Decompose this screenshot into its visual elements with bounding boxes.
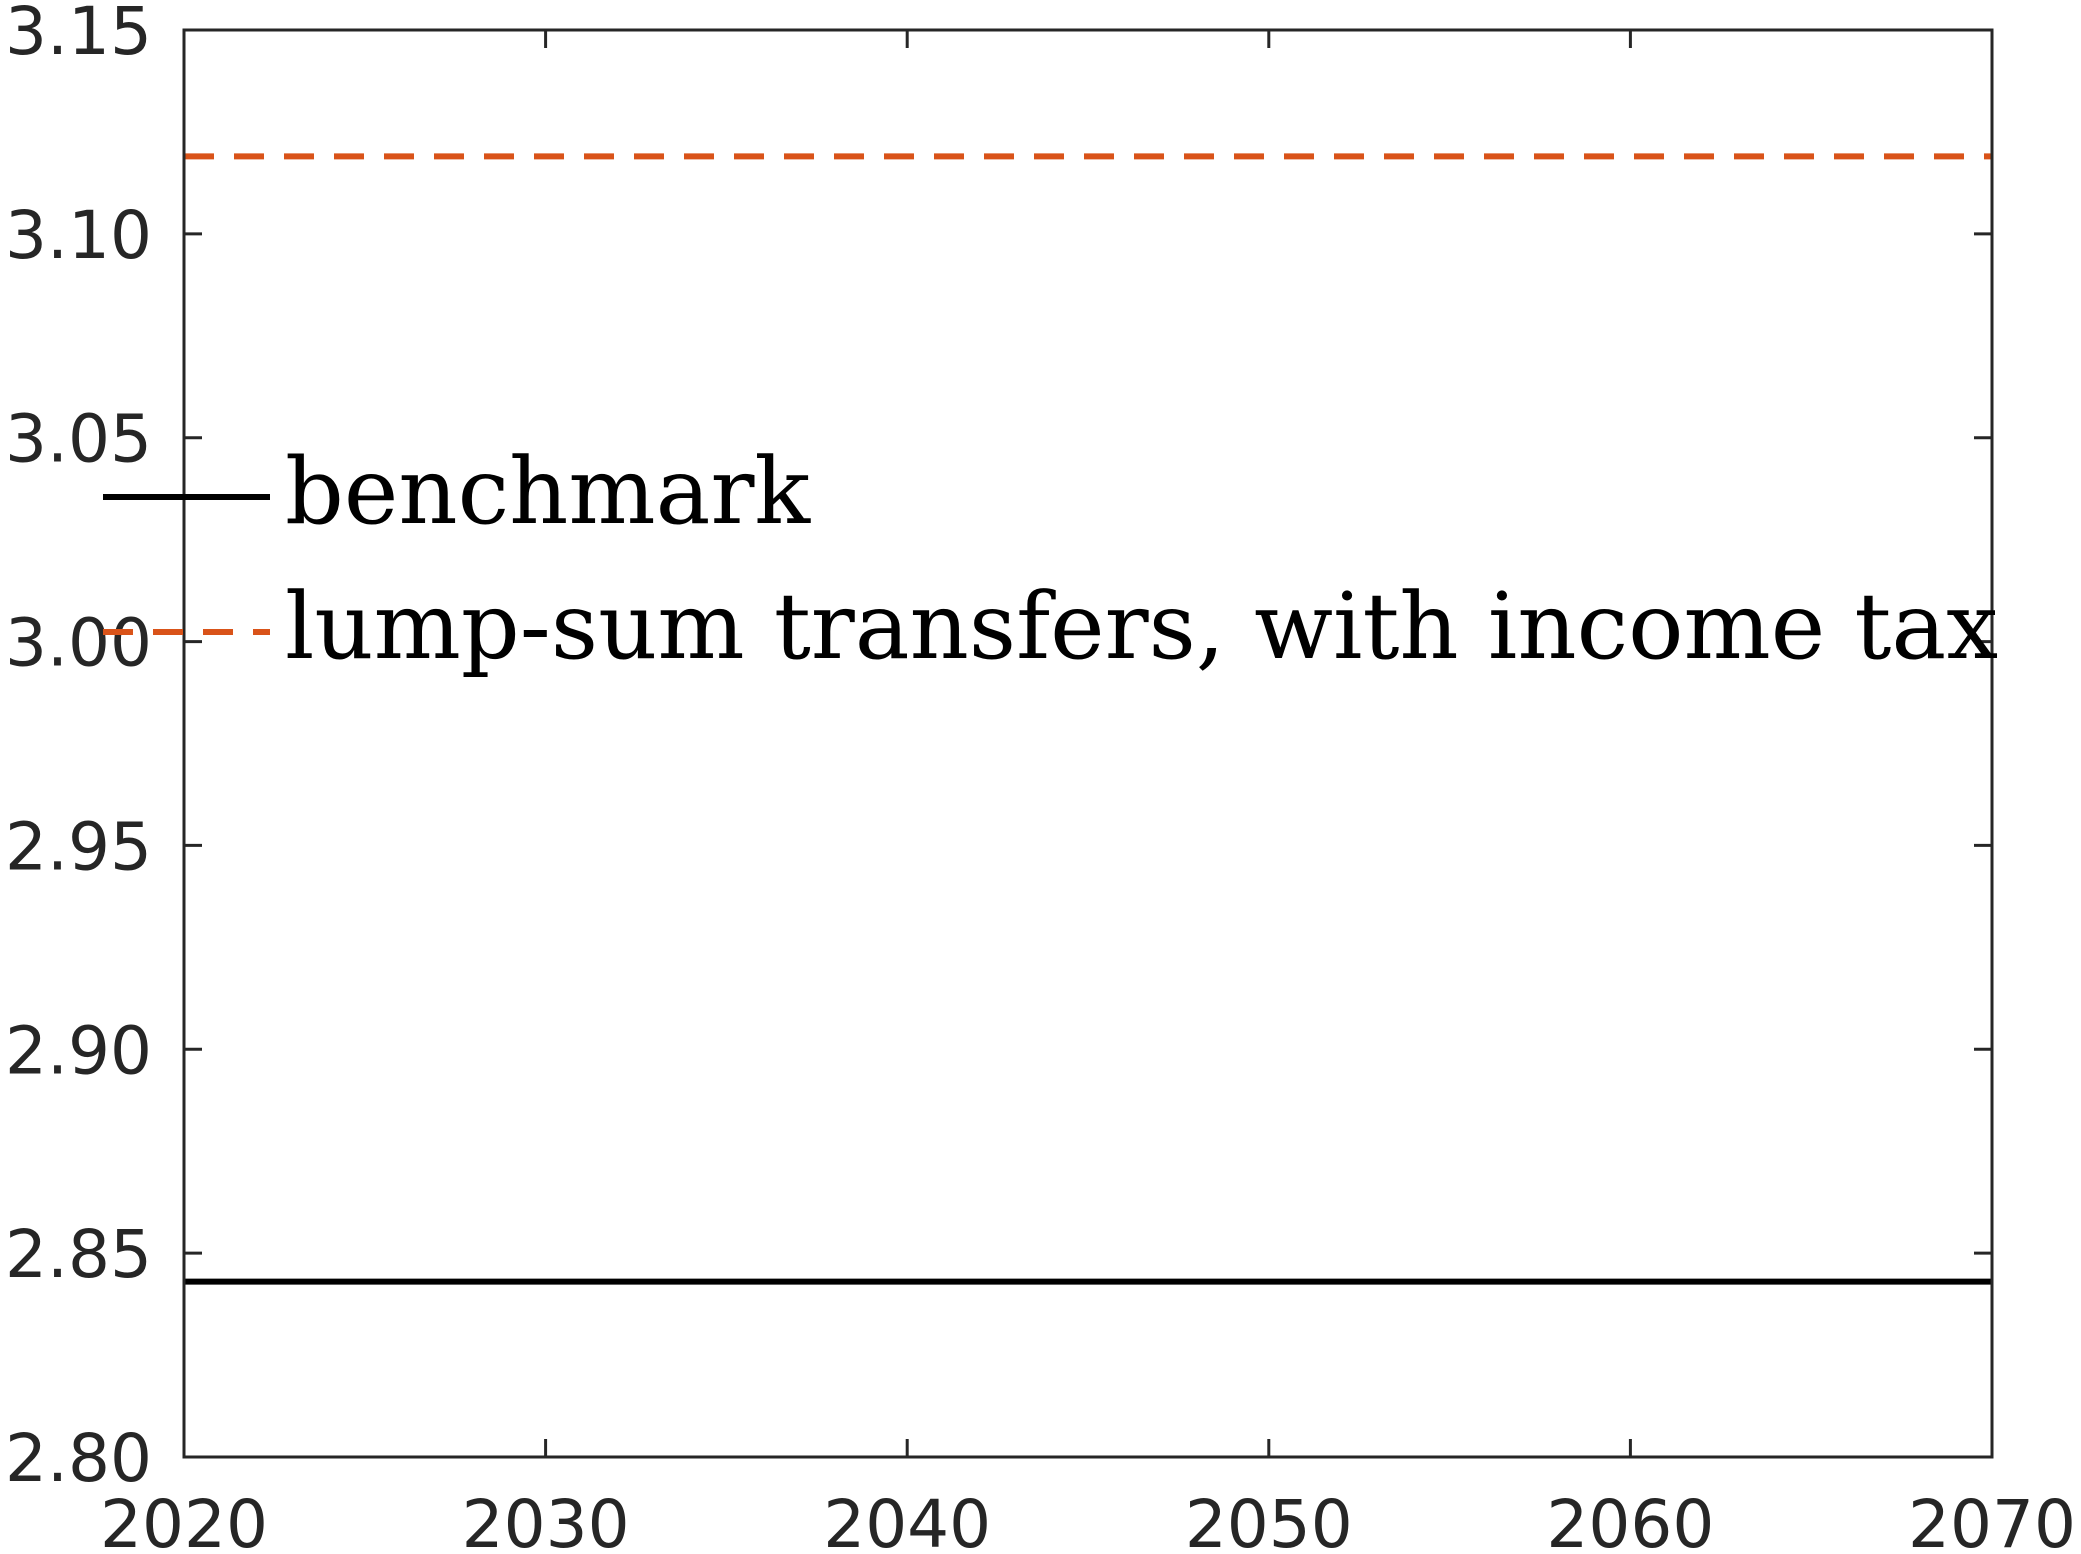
legend-label-1: benchmark [285, 438, 811, 545]
y-tick-label: 2.90 [5, 1012, 152, 1089]
x-tick-label: 2050 [1185, 1486, 1353, 1554]
x-tick-label: 2060 [1546, 1486, 1714, 1554]
y-tick-label: 3.00 [5, 605, 152, 682]
y-tick-label: 2.95 [5, 808, 152, 885]
legend: benchmark lump-sum transfers, with income… [103, 438, 1998, 680]
series-layer [184, 153, 1992, 1285]
x-tick-label: 2020 [100, 1486, 268, 1554]
y-tick-label: 2.80 [5, 1420, 152, 1497]
x-tick-label: 2030 [462, 1486, 630, 1554]
y-tick-label: 3.05 [5, 401, 152, 478]
x-tick-label: 2070 [1908, 1486, 2076, 1554]
y-tick-label: 3.15 [5, 0, 152, 70]
plot-frame [182, 28, 1994, 1459]
y-tick-label: 3.10 [5, 197, 152, 274]
legend-label-2: lump-sum transfers, with income tax [285, 573, 1998, 680]
x-tick-label: 2040 [823, 1486, 991, 1554]
ticks-layer: 2020 2030 2040 2050 2060 2070 2.80 2.85 2.90 2.95… [5, 0, 2076, 1554]
y-tick-label: 2.85 [5, 1216, 152, 1293]
